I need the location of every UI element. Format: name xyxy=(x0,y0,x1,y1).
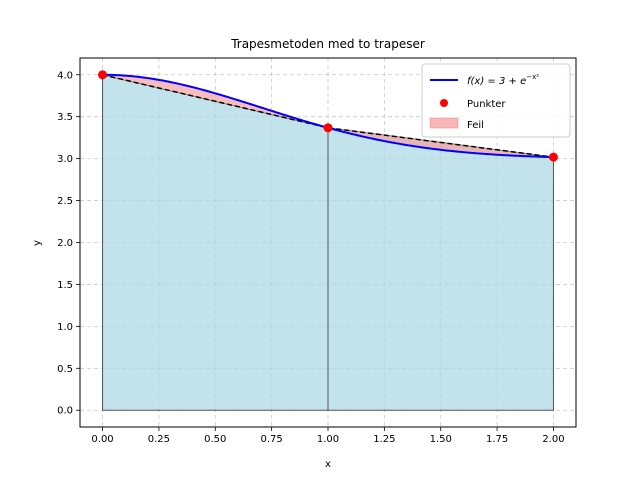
legend-line-label-sup: −x² xyxy=(526,73,539,81)
x-tick-label: 1.50 xyxy=(430,434,452,445)
legend-points-label: Punkter xyxy=(467,99,506,110)
legend-points-swatch xyxy=(440,99,448,107)
legend-line-label-main: f(x) = 3 + e xyxy=(467,76,526,87)
data-point xyxy=(548,152,558,162)
x-tick-label: 0.25 xyxy=(148,434,170,445)
trapezoids xyxy=(102,74,554,411)
trapezoid xyxy=(102,74,329,411)
y-tick-label: 1.0 xyxy=(57,322,73,333)
y-tick-label: 4.0 xyxy=(57,70,73,81)
x-tick-label: 0.75 xyxy=(261,434,283,445)
legend-line-label: f(x) = 3 + e−x² xyxy=(467,73,539,87)
y-axis-label: y xyxy=(32,240,43,246)
ticks: 0.00 0.25 0.50 0.75 1.00 1.25 1.50 1.75 2.00 0.0 0… xyxy=(57,70,564,445)
series-points xyxy=(98,70,558,162)
x-tick-label: 0.50 xyxy=(204,434,226,445)
x-tick-label: 1.25 xyxy=(373,434,395,445)
x-tick-label: 0.00 xyxy=(91,434,113,445)
legend-box xyxy=(421,63,571,138)
legend: f(x) = 3 + e−x² Punkter Feil xyxy=(421,63,571,138)
y-tick-label: 3.5 xyxy=(57,112,73,123)
data-point xyxy=(323,123,333,133)
data-point xyxy=(98,70,108,80)
legend-error-swatch xyxy=(429,117,459,129)
x-axis-label: x xyxy=(325,459,331,470)
x-tick-label: 1.00 xyxy=(317,434,339,445)
y-tick-label: 2.5 xyxy=(57,196,73,207)
x-tick-label: 2.00 xyxy=(542,434,564,445)
x-tick-label: 1.75 xyxy=(486,434,508,445)
y-tick-label: 3.0 xyxy=(57,154,73,165)
y-tick-label: 2.0 xyxy=(57,238,73,249)
y-tick-label: 0.0 xyxy=(57,406,73,417)
legend-error-label: Feil xyxy=(467,120,484,131)
y-tick-label: 1.5 xyxy=(57,280,73,291)
chart-title: Trapesmetoden med to trapeser xyxy=(230,37,425,51)
trapezoid xyxy=(327,127,554,411)
y-tick-label: 0.5 xyxy=(57,364,73,375)
